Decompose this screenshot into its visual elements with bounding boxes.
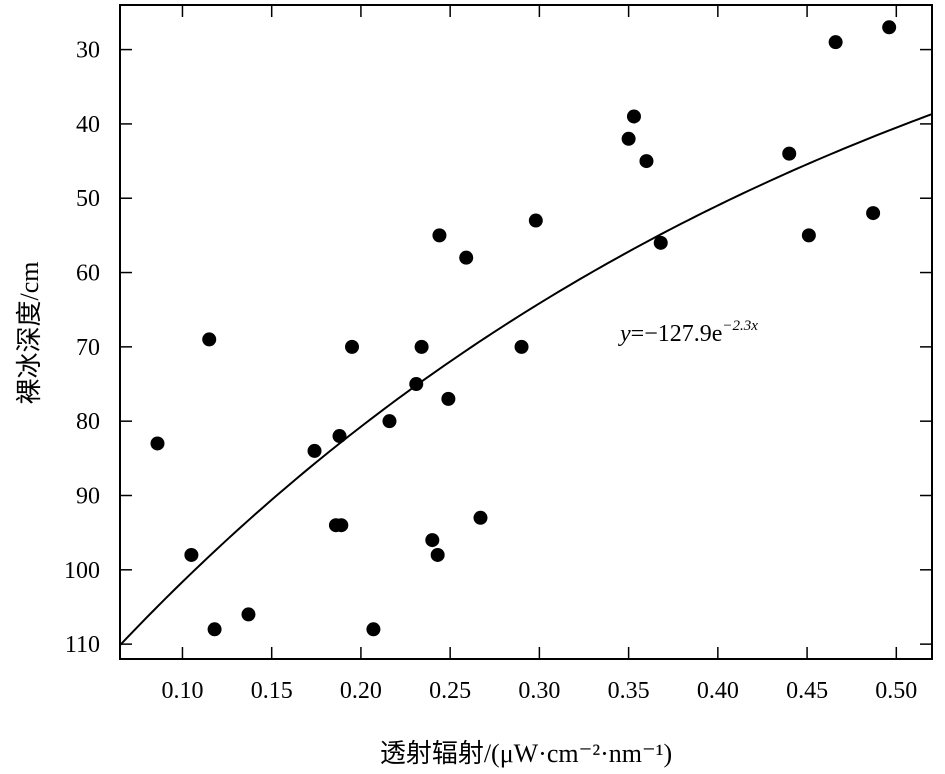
data-point [621, 131, 636, 146]
equation-body: =−127.9e [631, 321, 723, 347]
x-tick-label: 0.15 [251, 678, 293, 704]
x-tick-label: 0.40 [697, 678, 739, 704]
data-point [866, 206, 881, 221]
plot-frame [119, 4, 933, 660]
axis-ticks [120, 5, 932, 659]
data-point [366, 622, 381, 637]
data-point [307, 443, 322, 458]
data-point [782, 146, 797, 161]
data-point [184, 547, 199, 562]
data-point [409, 377, 424, 392]
x-tick-label: 0.50 [875, 678, 917, 704]
data-point [653, 235, 668, 250]
y-tick-label: 30 [76, 38, 100, 64]
data-point [639, 154, 654, 169]
data-point [425, 533, 440, 548]
x-axis-label: 透射辐射/(μW·cm⁻²·nm⁻¹) [380, 739, 672, 768]
data-point [332, 429, 347, 444]
y-axis-label: 裸冰深度/cm [15, 262, 44, 405]
y-tick-label: 100 [64, 558, 100, 584]
data-point [207, 622, 222, 637]
x-tick-label: 0.20 [340, 678, 382, 704]
data-point [514, 339, 529, 354]
x-tick-label: 0.10 [161, 678, 203, 704]
data-point [432, 228, 447, 243]
data-point [528, 213, 543, 228]
data-point [828, 35, 843, 50]
x-tick-labels: 0.10 0.15 0.20 0.25 0.30 0.35 0.40 0.45 0.50 [161, 678, 917, 704]
data-point [801, 228, 816, 243]
y-tick-label: 40 [76, 112, 100, 138]
y-tick-label: 60 [76, 261, 100, 287]
data-points [150, 20, 897, 637]
data-point [382, 414, 397, 429]
y-tick-label: 110 [65, 632, 100, 658]
y-tick-labels: 30 40 50 60 70 80 90 100 110 [64, 38, 100, 659]
data-point [334, 518, 349, 533]
data-point [459, 250, 474, 265]
y-tick-label: 80 [76, 409, 100, 435]
equation-variable: y [618, 321, 631, 347]
data-point [441, 391, 456, 406]
fit-equation: y=−127.9e−2.3x [618, 318, 758, 347]
x-tick-label: 0.25 [429, 678, 471, 704]
data-point [473, 510, 488, 525]
data-point [882, 20, 897, 35]
y-tick-label: 50 [76, 186, 100, 212]
data-point [241, 607, 256, 622]
y-tick-label: 90 [76, 484, 100, 510]
fit-curve [119, 113, 933, 646]
data-point [345, 339, 359, 354]
data-point [626, 109, 641, 124]
data-point [414, 339, 429, 354]
equation-exponent: −2.3x [722, 318, 758, 334]
data-point [202, 332, 217, 347]
x-tick-label: 0.45 [786, 678, 828, 704]
data-point [430, 547, 445, 562]
data-point [150, 436, 165, 451]
x-tick-label: 0.35 [608, 678, 650, 704]
y-tick-label: 70 [76, 335, 100, 361]
x-tick-label: 0.30 [518, 678, 560, 704]
